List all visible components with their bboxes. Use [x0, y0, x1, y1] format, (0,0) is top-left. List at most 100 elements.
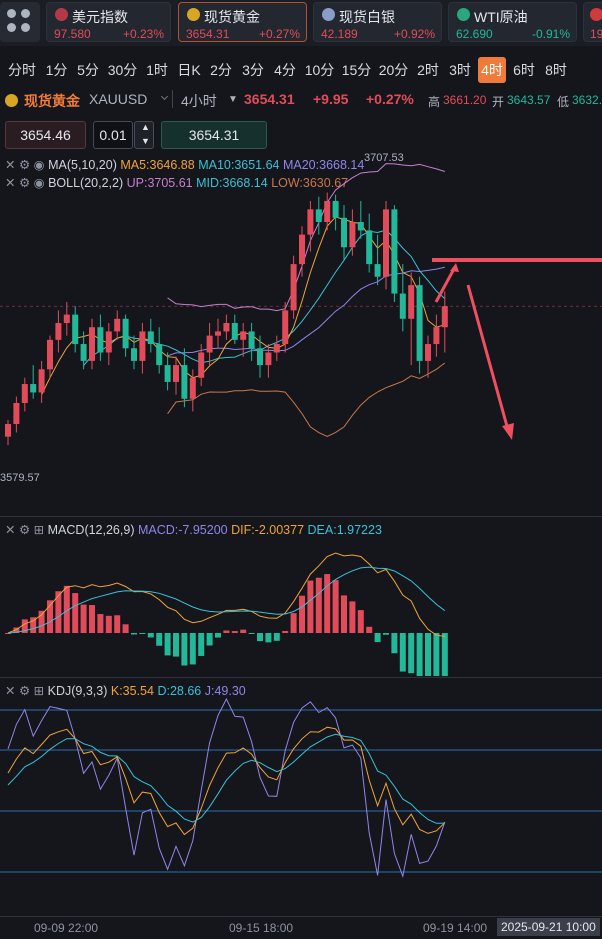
macd-bar — [240, 629, 247, 633]
high-value: 3661.20 — [443, 93, 487, 107]
interval-7[interactable]: 3分 — [242, 62, 264, 78]
quantity-stepper[interactable]: ▲ ▼ — [134, 121, 154, 149]
candle-body — [248, 331, 255, 349]
macd-bar — [273, 633, 280, 641]
interval-14[interactable]: 4时 — [478, 57, 506, 83]
candle-body — [240, 331, 247, 340]
period-select[interactable]: 4小时 — [181, 93, 217, 109]
close-icon[interactable]: ✕ — [5, 523, 16, 537]
symbol-name[interactable]: 现货黄金 — [24, 93, 80, 109]
ticker-partial[interactable]: 19 — [583, 2, 602, 42]
interval-0[interactable]: 分时 — [8, 62, 36, 78]
settings-icon[interactable]: ⚙ — [18, 684, 31, 698]
buy-price-button[interactable]: 3654.31 — [161, 121, 267, 149]
interval-5[interactable]: 日K — [177, 62, 201, 78]
candle-body — [223, 323, 230, 332]
arrow-up-segment — [434, 266, 457, 303]
candle-body — [63, 314, 70, 324]
close-icon[interactable]: ✕ — [5, 158, 16, 172]
candle-body — [80, 344, 87, 361]
chevron-down-icon[interactable] — [160, 92, 169, 101]
interval-13[interactable]: 3时 — [449, 62, 471, 78]
macd-bar — [408, 633, 415, 674]
candle-body — [55, 323, 62, 340]
add-box-icon[interactable]: ⊞ — [33, 684, 45, 698]
ticker-wti-oil[interactable]: WTI原油 62.690 -0.91% — [448, 2, 577, 42]
grid-menu-icon[interactable] — [0, 2, 40, 42]
add-box-icon[interactable]: ⊞ — [33, 523, 45, 537]
settings-icon[interactable]: ⚙ — [18, 158, 31, 172]
candle-body — [215, 331, 221, 336]
candle-body — [147, 331, 154, 345]
macd-bar — [315, 577, 322, 633]
interval-1[interactable]: 1分 — [45, 62, 68, 78]
macd-bar — [257, 633, 263, 642]
macd-chart[interactable] — [0, 538, 602, 676]
down-icon[interactable]: ▼ — [141, 136, 150, 146]
macd-bar — [332, 580, 339, 633]
macd-bar — [341, 595, 347, 633]
candle-body — [206, 335, 213, 353]
interval-10[interactable]: 15分 — [341, 62, 372, 78]
arrow-down-head-icon — [502, 423, 514, 440]
macd-bar — [122, 624, 129, 633]
candle-body — [416, 285, 423, 361]
interval-9[interactable]: 10分 — [304, 62, 335, 78]
interval-8[interactable]: 4分 — [274, 62, 296, 78]
settings-icon[interactable]: ⚙ — [18, 176, 31, 190]
interval-4[interactable]: 1时 — [146, 62, 168, 78]
sell-price-button[interactable]: 3654.46 — [5, 121, 86, 149]
macd-bar — [97, 614, 104, 633]
macd-bar — [282, 630, 289, 633]
candle-body — [441, 306, 448, 328]
settings-icon[interactable]: ⚙ — [18, 523, 31, 537]
candle-body — [282, 310, 289, 345]
candle-body — [189, 377, 196, 399]
macd-bar — [265, 633, 272, 643]
candle-body — [383, 209, 389, 277]
candle-body — [5, 424, 11, 437]
candle-body — [97, 327, 104, 353]
candle-body — [105, 331, 112, 353]
eye-icon[interactable]: ◉ — [33, 158, 45, 172]
ticker-spot-silver[interactable]: 现货白银 42.189 +0.92% — [313, 2, 442, 42]
candle-body — [114, 318, 121, 332]
low-mark-label: 3579.57 — [0, 472, 40, 484]
symbol-header: 现货黄金 XAUUSD 4小时 ▼ 3654.31 +9.95 +0.27% 高… — [0, 88, 602, 114]
candlestick-chart[interactable] — [0, 150, 602, 516]
macd-bar — [105, 615, 112, 633]
caret-down-icon[interactable]: ▼ — [228, 94, 238, 105]
quantity-input[interactable]: 0.01 — [93, 121, 133, 149]
candle-body — [139, 331, 146, 361]
candle-body — [198, 352, 205, 378]
boll-legend: ✕ ⚙ ◉ BOLL(20,2,2) UP:3705.61 MID:3668.1… — [5, 176, 349, 190]
arrow-head-icon — [450, 263, 459, 272]
ticker-dollar-index[interactable]: 美元指数 97.580 +0.23% — [46, 2, 171, 42]
interval-6[interactable]: 2分 — [210, 62, 232, 78]
interval-11[interactable]: 20分 — [378, 62, 409, 78]
kdj-chart[interactable] — [0, 698, 602, 916]
interval-12[interactable]: 2时 — [417, 62, 439, 78]
eye-icon[interactable]: ◉ — [33, 176, 45, 190]
interval-16[interactable]: 8时 — [545, 62, 567, 78]
macd-bar — [299, 595, 305, 633]
interval-2[interactable]: 5分 — [77, 62, 99, 78]
ticker-spot-gold[interactable]: 现货黄金 3654.31 +0.27% — [178, 2, 307, 42]
us-flag-icon — [55, 8, 68, 21]
close-icon[interactable]: ✕ — [5, 684, 16, 698]
close-icon[interactable]: ✕ — [5, 176, 16, 190]
up-icon[interactable]: ▲ — [141, 122, 150, 132]
candle-body — [349, 221, 356, 248]
interval-15[interactable]: 6时 — [513, 62, 535, 78]
interval-3[interactable]: 30分 — [107, 62, 138, 78]
macd-bar — [30, 617, 37, 633]
high-mark-label: 3707.53 — [364, 152, 404, 164]
candle-body — [173, 365, 179, 382]
boll-lower-line — [167, 362, 446, 437]
macd-bar — [349, 601, 356, 633]
x-tick-label: 09-09 22:00 — [34, 921, 99, 935]
macd-bar — [156, 633, 163, 646]
macd-bar — [189, 633, 196, 665]
flag-icon — [590, 8, 602, 21]
macd-bar — [198, 633, 205, 656]
